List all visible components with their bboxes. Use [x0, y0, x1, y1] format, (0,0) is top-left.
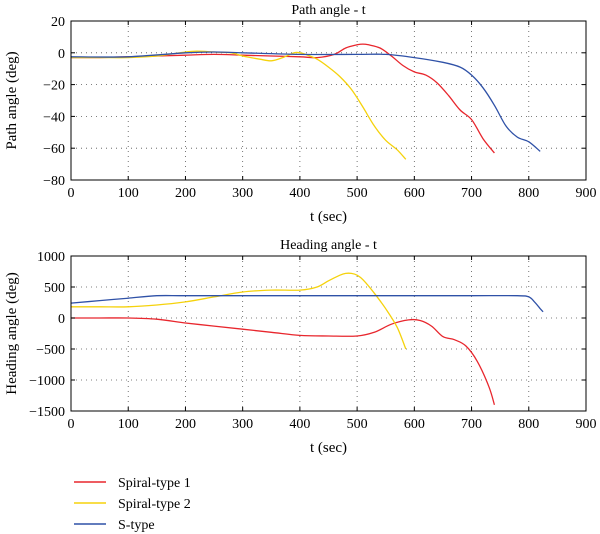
x-tick-label: 700	[461, 186, 482, 201]
x-tick-label: 900	[576, 186, 597, 201]
x-tick-label: 900	[576, 417, 597, 432]
x-tick-label: 600	[404, 186, 425, 201]
y-tick-label: −1000	[29, 374, 65, 389]
legend-label: S-type	[118, 518, 155, 533]
x-tick-label: 0	[68, 186, 75, 201]
x-tick-label: 400	[289, 186, 310, 201]
x-tick-label: 500	[347, 186, 368, 201]
x-tick-label: 500	[347, 417, 368, 432]
y-tick-label: 0	[58, 47, 65, 62]
series-line-spiral-type-1	[70, 43, 495, 154]
plot-area	[71, 21, 586, 180]
chart-2: 0 100 200 300 400 500 600 700 800 900 1000 500 0 −500…	[4, 238, 597, 456]
x-axis-label: t (sec)	[310, 209, 347, 225]
x-tick-label: 300	[232, 417, 253, 432]
y-tick-label: 20	[51, 15, 65, 30]
y-tick-label: 500	[44, 281, 65, 296]
axes-frame	[70, 255, 587, 412]
axes-frame	[70, 20, 587, 181]
chart-title: Heading angle - t	[280, 238, 377, 253]
x-tick-label: 200	[175, 186, 196, 201]
series-line-spiral-type-1	[71, 317, 496, 405]
legend-label: Spiral-type 2	[118, 497, 191, 512]
plot-area	[71, 256, 586, 411]
legend: Spiral-type 1 Spiral-type 2 S-type	[74, 476, 191, 533]
x-axis-label: t (sec)	[310, 440, 347, 456]
chart-title: Path angle - t	[291, 3, 365, 18]
y-tick-label: −500	[36, 343, 65, 358]
x-tick-label: 800	[518, 186, 539, 201]
series-line-s-type	[70, 294, 544, 313]
y-tick-label: −80	[43, 174, 65, 189]
x-tick-label: 600	[404, 417, 425, 432]
y-axis-label: Path angle (deg)	[4, 51, 20, 149]
y-tick-label: −1500	[29, 405, 65, 420]
x-tick-label: 0	[68, 417, 75, 432]
y-tick-label: 0	[58, 312, 65, 327]
x-tick-label: 300	[232, 186, 253, 201]
x-tick-label: 200	[175, 417, 196, 432]
x-tick-label: 400	[289, 417, 310, 432]
y-tick-label: −20	[43, 79, 65, 94]
y-tick-label: −40	[43, 110, 65, 125]
legend-label: Spiral-type 1	[118, 476, 191, 491]
series-line-spiral-type-2	[71, 272, 407, 350]
x-tick-label: 700	[461, 417, 482, 432]
y-tick-label: −60	[43, 142, 65, 157]
series-line-s-type	[70, 51, 541, 152]
x-tick-label: 100	[118, 417, 139, 432]
y-axis-label: Heading angle (deg)	[4, 272, 20, 394]
chart-1: 0 100 200 300 400 500 600 700 800 900200−20−40−60…	[4, 3, 597, 225]
x-tick-label: 800	[518, 417, 539, 432]
y-tick-label: 1000	[37, 250, 65, 265]
x-tick-label: 100	[118, 186, 139, 201]
series-line-spiral-type-2	[71, 50, 407, 160]
